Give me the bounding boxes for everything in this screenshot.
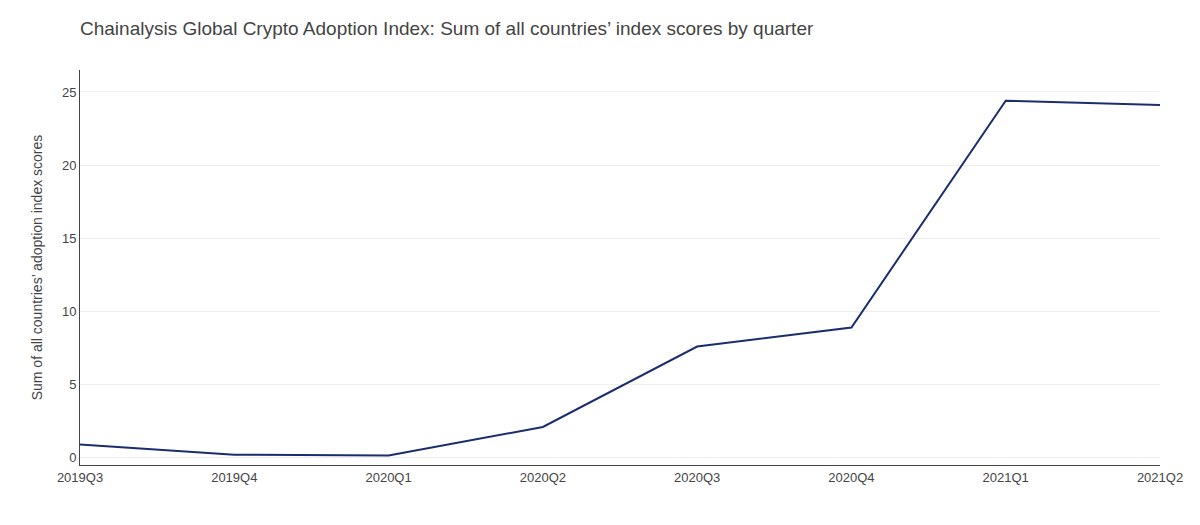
- svg-text:2019Q4: 2019Q4: [211, 470, 257, 485]
- svg-text:20: 20: [62, 158, 76, 173]
- svg-text:5: 5: [69, 377, 76, 392]
- svg-text:0: 0: [69, 450, 76, 465]
- svg-text:2019Q3: 2019Q3: [57, 470, 103, 485]
- svg-text:2021Q1: 2021Q1: [983, 470, 1029, 485]
- svg-text:Sum of all countries’ adoption: Sum of all countries’ adoption index sco…: [29, 135, 45, 401]
- svg-text:2021Q2: 2021Q2: [1137, 470, 1183, 485]
- svg-text:2020Q4: 2020Q4: [828, 470, 874, 485]
- svg-text:10: 10: [62, 304, 76, 319]
- svg-text:2020Q1: 2020Q1: [365, 470, 411, 485]
- svg-text:15: 15: [62, 231, 76, 246]
- svg-text:2020Q3: 2020Q3: [674, 470, 720, 485]
- svg-text:25: 25: [62, 84, 76, 99]
- svg-text:2020Q2: 2020Q2: [520, 470, 566, 485]
- svg-text:Chainalysis Global Crypto Adop: Chainalysis Global Crypto Adoption Index…: [80, 18, 814, 39]
